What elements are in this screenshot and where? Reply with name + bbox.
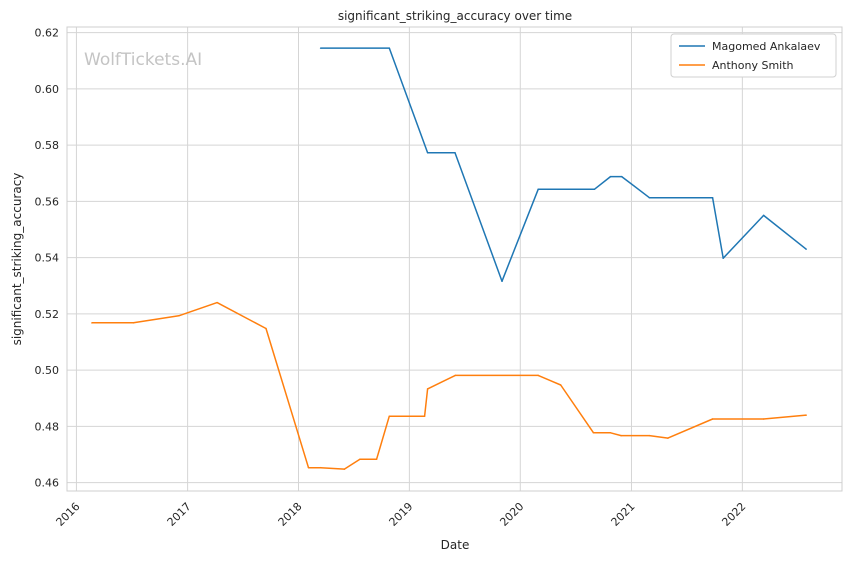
data-point: [359, 458, 361, 460]
data-point: [648, 196, 651, 199]
data-point: [537, 188, 539, 191]
y-tick-label: 0.60: [35, 83, 60, 96]
data-point: [426, 388, 429, 390]
x-axis-label: Date: [441, 538, 470, 552]
data-point: [537, 374, 539, 377]
data-point: [501, 280, 503, 282]
data-point: [388, 47, 391, 49]
chart-title: significant_striking_accuracy over time: [338, 9, 572, 23]
y-axis-label: significant_striking_accuracy: [10, 173, 24, 346]
data-point: [762, 214, 765, 217]
data-point: [178, 315, 180, 317]
x-axis-ticks: 2016 2017 2018 2019 2020 2021 2022: [54, 500, 749, 529]
data-point: [388, 415, 391, 417]
data-point: [559, 384, 562, 386]
data-point: [91, 322, 93, 324]
series-line-2: [91, 301, 807, 470]
y-tick-label: 0.58: [35, 139, 60, 152]
data-point: [648, 434, 651, 437]
data-point: [132, 322, 135, 324]
data-point: [265, 327, 267, 330]
data-point: [609, 175, 612, 178]
legend: Magomed Ankalaev Anthony Smith: [670, 33, 837, 78]
data-point: [593, 188, 596, 191]
grid: [67, 27, 842, 491]
data-point: [423, 415, 426, 417]
data-point: [343, 468, 346, 470]
series-layer: [91, 47, 807, 470]
legend-box: [670, 33, 837, 78]
data-point: [620, 434, 622, 437]
x-tick-label: 2018: [276, 500, 305, 529]
data-point: [762, 418, 765, 420]
y-tick-label: 0.48: [35, 420, 60, 433]
data-point: [592, 432, 595, 434]
data-point: [609, 432, 612, 434]
legend-label: Anthony Smith: [712, 59, 794, 72]
watermark: WolfTickets.AI: [84, 50, 202, 70]
x-tick-label: 2022: [719, 500, 748, 529]
x-tick-label: 2020: [497, 500, 526, 529]
x-tick-label: 2019: [387, 500, 416, 529]
y-tick-label: 0.52: [35, 308, 60, 321]
plot-frame: [66, 26, 843, 492]
data-point: [722, 257, 724, 259]
data-point: [711, 418, 714, 420]
series-line-1: [320, 47, 807, 282]
x-tick-label: 2017: [165, 500, 194, 529]
y-tick-label: 0.46: [35, 477, 60, 490]
data-point: [805, 414, 807, 416]
y-tick-label: 0.50: [35, 364, 60, 377]
data-point: [319, 47, 322, 49]
data-point: [426, 151, 429, 154]
data-point: [667, 437, 669, 439]
y-tick-label: 0.62: [35, 27, 60, 40]
data-point: [307, 466, 310, 469]
y-axis-ticks: 0.46 0.48 0.50 0.52 0.54 0.56 0.58 0.60 0.62: [35, 27, 60, 490]
y-tick-label: 0.56: [35, 195, 60, 208]
data-point: [711, 196, 714, 199]
data-point: [454, 151, 456, 154]
data-point: [319, 466, 322, 469]
data-point: [216, 301, 218, 304]
x-tick-label: 2016: [54, 500, 83, 529]
legend-label: Magomed Ankalaev: [712, 40, 821, 53]
data-point: [375, 458, 378, 460]
x-tick-label: 2021: [609, 500, 638, 529]
y-tick-label: 0.54: [35, 252, 60, 265]
data-point: [620, 175, 623, 178]
data-point: [454, 374, 457, 377]
data-point: [805, 248, 807, 250]
